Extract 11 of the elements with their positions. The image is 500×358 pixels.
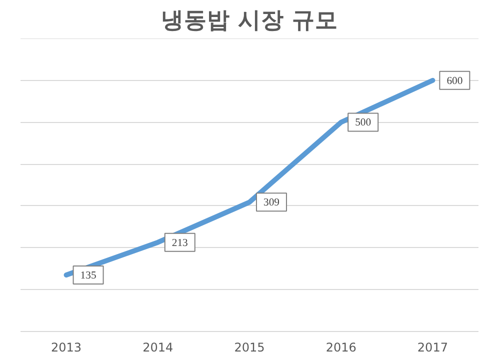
chart-title: 냉동밥 시장 규모: [161, 8, 338, 34]
x-tick-label: 2017: [417, 340, 448, 354]
data-label: 600: [446, 76, 463, 87]
data-label: 213: [172, 238, 188, 249]
data-label: 500: [355, 118, 372, 129]
x-tick-label: 2015: [234, 340, 265, 354]
x-tick-label: 2014: [142, 340, 174, 354]
data-label: 309: [263, 198, 280, 209]
x-tick-label: 2016: [326, 340, 356, 354]
data-label: 135: [80, 270, 96, 282]
x-tick-label: 2013: [51, 340, 82, 354]
